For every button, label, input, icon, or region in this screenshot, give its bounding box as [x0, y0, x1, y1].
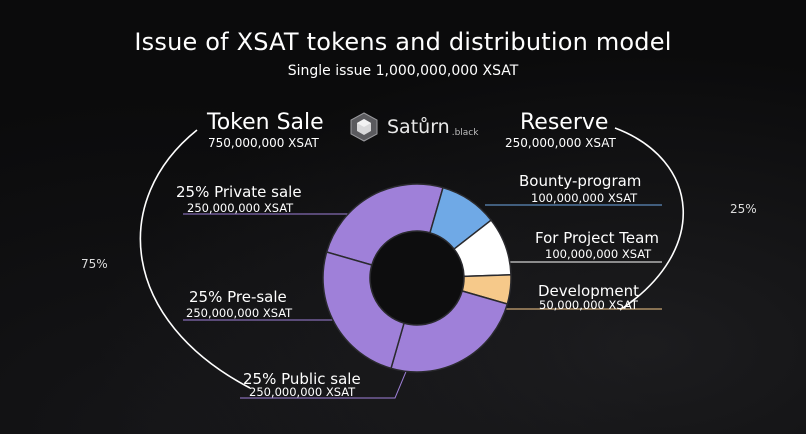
token-sale-bracket [139, 129, 251, 389]
private-sale-amount: 250,000,000 XSAT [187, 201, 294, 215]
slice-public-sale [390, 290, 509, 373]
token-sale-amount: 750,000,000 XSAT [208, 136, 319, 150]
chart-title: Issue of XSAT tokens and distribution mo… [134, 28, 672, 56]
bounty-amount: 100,000,000 XSAT [531, 191, 638, 205]
presale-amount: 250,000,000 XSAT [186, 306, 293, 320]
public-sale-label: 25% Public sale [243, 370, 361, 388]
token-sale-percent: 75% [81, 257, 108, 271]
development-amount: 50,000,000 XSAT [539, 298, 638, 312]
reserve-amount: 250,000,000 XSAT [505, 136, 616, 150]
public-sale-amount: 250,000,000 XSAT [249, 385, 356, 399]
cube-logo-icon [350, 112, 378, 142]
reserve-bracket [614, 127, 684, 311]
donut-hole [371, 232, 463, 324]
bounty-label: Bounty-program [519, 172, 642, 190]
team-label: For Project Team [535, 229, 659, 247]
reserve-percent: 25% [730, 202, 757, 216]
chart-subtitle: Single issue 1,000,000,000 XSAT [287, 63, 519, 79]
slice-pre-sale [322, 251, 405, 370]
saturn-logo: Satůrn .black [349, 110, 478, 144]
team-amount: 100,000,000 XSAT [545, 247, 652, 261]
token-sale-title: Token Sale [207, 110, 324, 135]
logo-text: Satůrn [387, 116, 450, 138]
reserve-title: Reserve [520, 110, 609, 135]
public-leader [240, 361, 411, 399]
slice-private-sale [325, 183, 444, 266]
private-sale-label: 25% Private sale [176, 183, 302, 201]
logo-suffix: .black [451, 128, 479, 138]
presale-label: 25% Pre-sale [189, 288, 287, 306]
development-label: Development [538, 282, 639, 300]
